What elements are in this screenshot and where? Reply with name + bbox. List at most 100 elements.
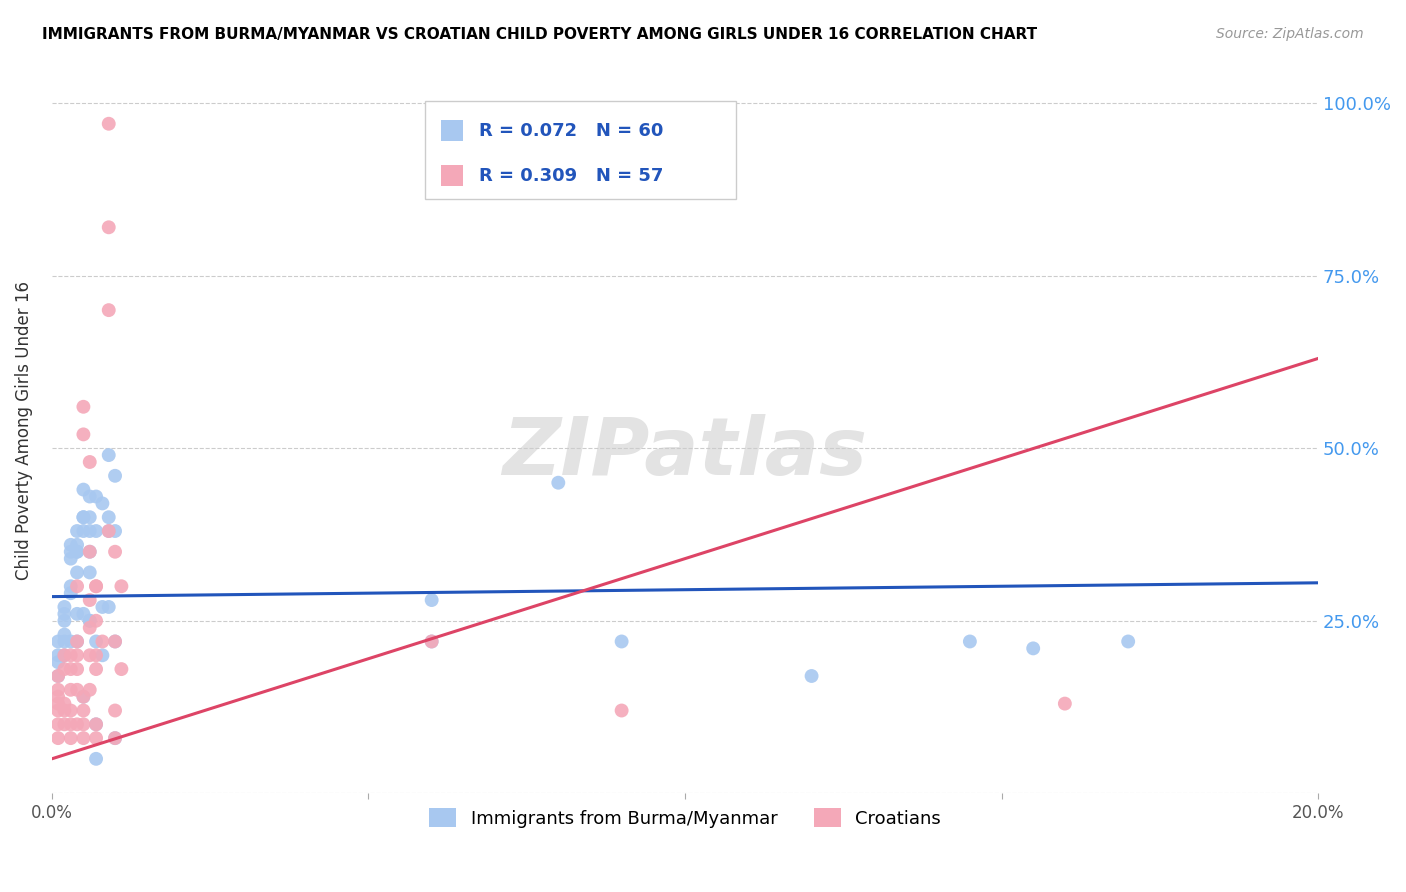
Point bbox=[59, 634, 82, 648]
Point bbox=[84, 579, 107, 593]
Point bbox=[72, 690, 94, 704]
Point bbox=[1022, 641, 1045, 656]
Point bbox=[79, 490, 101, 504]
Point bbox=[59, 551, 82, 566]
Point bbox=[72, 607, 94, 621]
Point bbox=[66, 662, 89, 676]
Point bbox=[53, 607, 76, 621]
FancyBboxPatch shape bbox=[440, 165, 464, 186]
Y-axis label: Child Poverty Among Girls Under 16: Child Poverty Among Girls Under 16 bbox=[15, 282, 32, 581]
Point bbox=[104, 704, 127, 718]
Point bbox=[53, 627, 76, 641]
Point bbox=[104, 731, 127, 745]
Text: R = 0.309   N = 57: R = 0.309 N = 57 bbox=[478, 167, 662, 185]
Point bbox=[66, 682, 89, 697]
Point bbox=[97, 220, 120, 235]
Point bbox=[97, 524, 120, 538]
Point bbox=[59, 579, 82, 593]
Point bbox=[59, 538, 82, 552]
Point bbox=[72, 510, 94, 524]
Point bbox=[72, 510, 94, 524]
Point bbox=[46, 648, 69, 663]
Point bbox=[420, 634, 443, 648]
Point bbox=[72, 690, 94, 704]
Point bbox=[79, 545, 101, 559]
Point bbox=[104, 545, 127, 559]
Point bbox=[84, 717, 107, 731]
Point bbox=[91, 599, 114, 614]
Point bbox=[91, 496, 114, 510]
Point bbox=[66, 648, 89, 663]
Point bbox=[53, 648, 76, 663]
Point bbox=[46, 682, 69, 697]
Point bbox=[66, 579, 89, 593]
Point bbox=[79, 648, 101, 663]
Point bbox=[59, 662, 82, 676]
Point bbox=[104, 468, 127, 483]
Point bbox=[53, 648, 76, 663]
Text: R = 0.072   N = 60: R = 0.072 N = 60 bbox=[478, 121, 662, 139]
Point bbox=[79, 524, 101, 538]
Point bbox=[84, 717, 107, 731]
Point bbox=[72, 427, 94, 442]
Point bbox=[79, 614, 101, 628]
FancyBboxPatch shape bbox=[440, 120, 464, 141]
Point bbox=[46, 634, 69, 648]
Point bbox=[84, 614, 107, 628]
Point bbox=[97, 524, 120, 538]
Point bbox=[46, 669, 69, 683]
Point bbox=[72, 400, 94, 414]
Point bbox=[84, 579, 107, 593]
Point bbox=[46, 697, 69, 711]
Text: IMMIGRANTS FROM BURMA/MYANMAR VS CROATIAN CHILD POVERTY AMONG GIRLS UNDER 16 COR: IMMIGRANTS FROM BURMA/MYANMAR VS CROATIA… bbox=[42, 27, 1038, 42]
Point bbox=[53, 717, 76, 731]
Point bbox=[59, 648, 82, 663]
Point bbox=[59, 704, 82, 718]
Point bbox=[59, 717, 82, 731]
Point bbox=[91, 648, 114, 663]
Point bbox=[110, 662, 132, 676]
Point bbox=[72, 483, 94, 497]
Point bbox=[46, 731, 69, 745]
Point bbox=[84, 490, 107, 504]
Point bbox=[59, 731, 82, 745]
Point bbox=[547, 475, 569, 490]
Point bbox=[97, 510, 120, 524]
Legend: Immigrants from Burma/Myanmar, Croatians: Immigrants from Burma/Myanmar, Croatians bbox=[422, 801, 948, 835]
Point bbox=[46, 704, 69, 718]
Point bbox=[84, 731, 107, 745]
Point bbox=[59, 682, 82, 697]
Point bbox=[97, 599, 120, 614]
Point bbox=[59, 586, 82, 600]
Point bbox=[66, 545, 89, 559]
Point bbox=[110, 579, 132, 593]
Point bbox=[104, 634, 127, 648]
Point bbox=[53, 704, 76, 718]
Point bbox=[72, 717, 94, 731]
Point bbox=[610, 634, 633, 648]
Point bbox=[46, 655, 69, 669]
Point bbox=[66, 607, 89, 621]
Point bbox=[420, 593, 443, 607]
Point bbox=[53, 697, 76, 711]
Point bbox=[104, 524, 127, 538]
Text: Source: ZipAtlas.com: Source: ZipAtlas.com bbox=[1216, 27, 1364, 41]
Point bbox=[79, 510, 101, 524]
Point bbox=[79, 455, 101, 469]
Point bbox=[46, 717, 69, 731]
Point bbox=[104, 731, 127, 745]
Point bbox=[66, 545, 89, 559]
Point bbox=[84, 634, 107, 648]
Point bbox=[104, 634, 127, 648]
Point bbox=[84, 524, 107, 538]
Point bbox=[97, 117, 120, 131]
Point bbox=[959, 634, 981, 648]
Point bbox=[800, 669, 823, 683]
Point bbox=[79, 566, 101, 580]
Point bbox=[79, 593, 101, 607]
Point bbox=[84, 648, 107, 663]
Point bbox=[46, 690, 69, 704]
Point bbox=[66, 538, 89, 552]
Point bbox=[79, 682, 101, 697]
Point bbox=[91, 634, 114, 648]
